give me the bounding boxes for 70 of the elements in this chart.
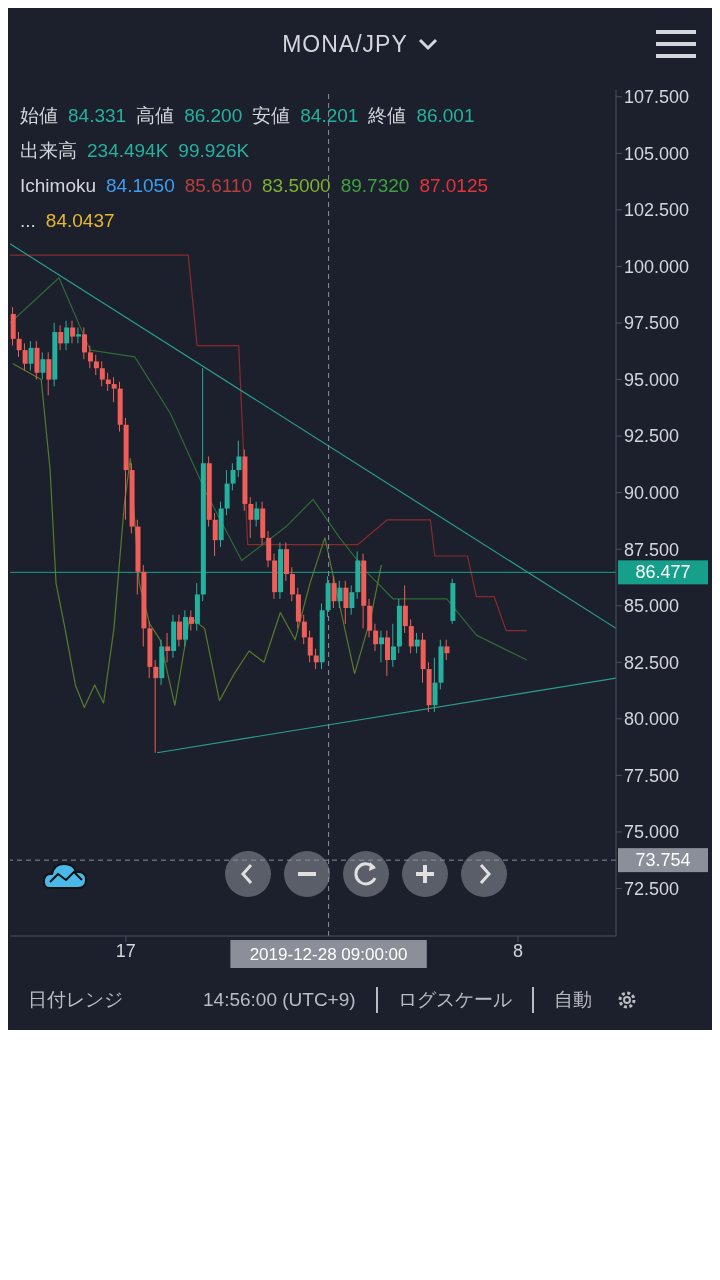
candlestick: [230, 462, 236, 491]
candlestick: [385, 630, 391, 677]
candlestick: [46, 351, 52, 396]
text: 14:56:00 (UTC+9): [203, 989, 356, 1011]
y-tick-label: 97.500: [624, 313, 680, 334]
candlestick: [236, 440, 242, 478]
candlestick: [22, 342, 28, 371]
chart-title: MONA/JPY: [282, 30, 408, 58]
candlestick: [99, 360, 105, 387]
candlestick: [188, 609, 194, 632]
candlestick: [40, 351, 46, 381]
ref-line-label: 73.754: [635, 850, 691, 871]
candlestick: [76, 327, 82, 344]
y-tick-label: 82.500: [624, 652, 680, 673]
annotation: 出来高 234.494K 99.926K: [20, 140, 250, 161]
y-tick-label: 102.500: [624, 200, 690, 221]
candlestick: [331, 575, 337, 609]
candlestick: [390, 623, 396, 668]
candlestick: [254, 501, 260, 528]
y-tick-label: 85.000: [624, 596, 680, 617]
candlestick: [408, 618, 414, 654]
candlestick: [301, 614, 307, 645]
candlestick: [402, 584, 408, 634]
candlestick: [444, 639, 450, 661]
y-tick-label: 107.500: [624, 87, 690, 108]
annotation: 始値 84.331 高値 86.200 安値 84.201 終値 86.001: [20, 105, 475, 126]
candlestick: [28, 340, 34, 371]
y-tick-label: 90.000: [624, 483, 680, 504]
y-tick-label: 105.000: [624, 143, 690, 164]
candlestick: [337, 580, 343, 609]
candlestick: [64, 320, 70, 351]
y-tick-label: 75.000: [624, 822, 680, 843]
candlestick: [289, 566, 295, 602]
candlestick: [177, 614, 183, 647]
ref-line-label: 86.477: [635, 562, 691, 583]
annotation: ... 84.0437: [20, 210, 115, 231]
y-tick-label: 92.500: [624, 426, 680, 447]
candlestick: [183, 609, 189, 647]
candlestick: [82, 327, 88, 360]
annotation: Ichimoku 84.1050 85.6110 83.5000 89.7320 87.0125: [20, 175, 489, 196]
candlestick: [379, 630, 385, 663]
candlestick: [343, 580, 349, 625]
y-tick-label: 72.500: [624, 878, 680, 899]
line-series: [12, 363, 382, 709]
candlestick: [349, 584, 355, 616]
x-tick-label: 17: [115, 940, 136, 961]
candlestick: [165, 632, 171, 663]
text: ログスケール: [375, 987, 512, 1013]
candlestick: [153, 659, 159, 754]
candlestick: [373, 623, 379, 652]
candlestick: [58, 324, 64, 351]
ref-line-label: 2019-12-28 09:00:00: [249, 945, 408, 964]
candlestick: [87, 345, 93, 369]
candlestick: [248, 496, 254, 539]
y-tick-label: 80.000: [624, 709, 680, 730]
candlestick: [93, 354, 99, 376]
y-tick-label: 95.000: [624, 369, 680, 390]
x-tick-label: 8: [512, 940, 523, 961]
y-tick-label: 100.000: [624, 256, 690, 277]
y-tick-label: 87.500: [624, 539, 680, 560]
candlestick: [212, 512, 218, 557]
candlestick: [70, 320, 76, 344]
text: 自動: [531, 987, 592, 1013]
candlestick: [266, 530, 272, 568]
candlestick: [111, 376, 117, 403]
candlestick: [307, 630, 313, 663]
candlestick: [432, 657, 438, 713]
candlestick: [16, 331, 22, 358]
text: 日付レンジ: [28, 988, 123, 1012]
y-tick-label: 77.500: [624, 765, 680, 786]
